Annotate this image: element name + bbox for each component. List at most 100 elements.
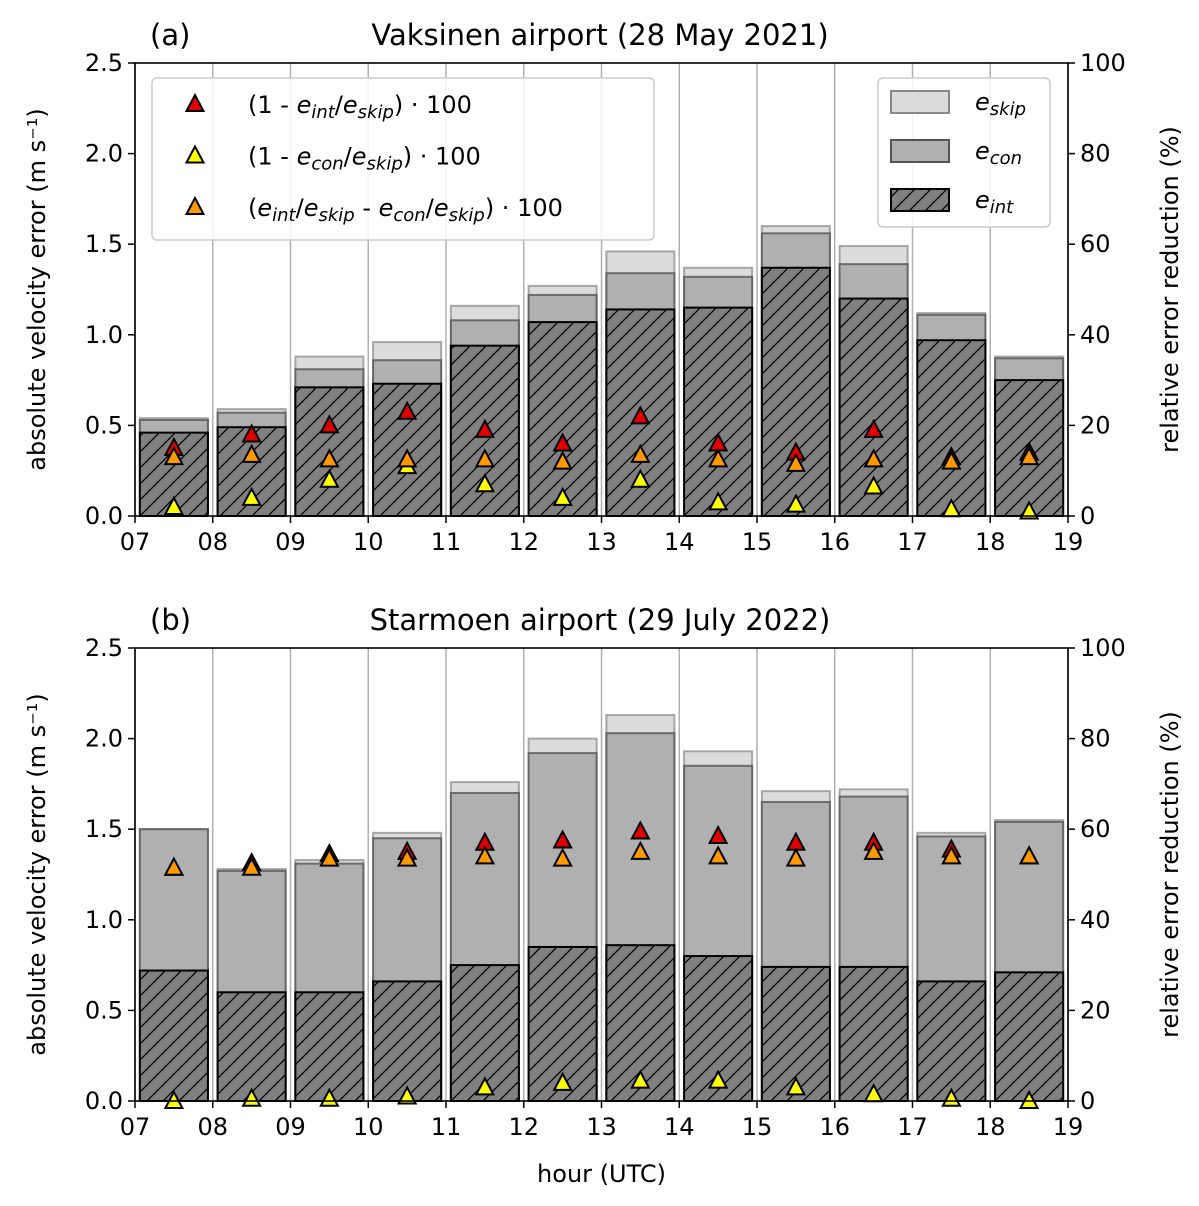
x-tick-label: 15 bbox=[742, 1113, 773, 1141]
y-tick-label: 1.5 bbox=[85, 230, 123, 258]
bar-e-int bbox=[760, 266, 831, 518]
x-tick-label: 10 bbox=[353, 528, 384, 556]
marker-orange bbox=[163, 856, 185, 876]
bar-e-int bbox=[527, 321, 598, 517]
marker-orange bbox=[319, 448, 340, 468]
marker-yellow bbox=[863, 475, 884, 495]
x-tick-label: 13 bbox=[586, 528, 617, 556]
y-tick-label: 2.0 bbox=[85, 140, 123, 168]
marker-orange bbox=[1018, 445, 1040, 466]
y-right-tick-label: 0 bbox=[1080, 502, 1095, 530]
y-right-tick-label: 100 bbox=[1080, 49, 1126, 77]
marker-red bbox=[474, 418, 496, 438]
x-tick-label: 16 bbox=[819, 528, 850, 556]
bar-e-int bbox=[294, 991, 365, 1103]
y-right-tick-label: 20 bbox=[1080, 411, 1111, 439]
marker-red bbox=[241, 423, 262, 443]
legend-label-yellow: (1 - econ/eskip) · 100 bbox=[248, 143, 481, 175]
bar-e-int bbox=[216, 991, 287, 1103]
marker-yellow bbox=[1018, 1089, 1040, 1109]
legend-label-e-skip: eskip bbox=[975, 88, 1026, 120]
x-tick-label: 07 bbox=[120, 1113, 151, 1141]
y-right-tick-label: 20 bbox=[1080, 996, 1111, 1024]
marker-yellow bbox=[163, 1089, 185, 1109]
marker-orange bbox=[241, 443, 262, 463]
marker-orange bbox=[707, 448, 729, 468]
y-axis-label: absolute velocity error (m s⁻¹) bbox=[23, 693, 51, 1056]
panel-title: Vaksinen airport (28 May 2021) bbox=[371, 18, 828, 52]
marker-orange bbox=[941, 450, 962, 470]
y-tick-label: 2.0 bbox=[85, 725, 123, 753]
x-axis-label: hour (UTC) bbox=[537, 1160, 666, 1188]
x-tick-label: 12 bbox=[508, 528, 539, 556]
marker-red bbox=[630, 405, 651, 425]
marker-orange bbox=[863, 840, 884, 860]
panel-a bbox=[128, 62, 1075, 523]
legend-label-e-con: econ bbox=[975, 137, 1022, 169]
y-right-tick-label: 80 bbox=[1080, 725, 1111, 753]
marker-orange bbox=[941, 845, 962, 865]
y-tick-label: 1.5 bbox=[85, 815, 123, 843]
y-tick-label: 0.5 bbox=[85, 411, 123, 439]
x-tick-label: 07 bbox=[120, 528, 151, 556]
x-tick-label: 19 bbox=[1053, 1113, 1084, 1141]
bar-e-int bbox=[683, 306, 754, 517]
y-axis-label: absolute velocity error (m s⁻¹) bbox=[23, 108, 51, 471]
x-tick-label: 13 bbox=[586, 1113, 617, 1141]
marker-orange bbox=[552, 847, 573, 867]
x-tick-label: 08 bbox=[197, 528, 228, 556]
marker-orange bbox=[163, 445, 185, 466]
x-tick-label: 10 bbox=[353, 1113, 384, 1141]
y-right-tick-label: 100 bbox=[1080, 634, 1126, 662]
legend-marker-yellow bbox=[184, 144, 206, 164]
panel-b bbox=[128, 647, 1075, 1109]
y-right-axis-label: relative error reduction (%) bbox=[1156, 126, 1184, 453]
marker-orange bbox=[241, 856, 262, 876]
y-right-tick-label: 40 bbox=[1080, 321, 1111, 349]
y-tick-label: 0.0 bbox=[85, 1087, 123, 1115]
bar-e-int bbox=[138, 969, 209, 1103]
marker-red bbox=[319, 414, 340, 434]
legend-label-red: (1 - eint/eskip) · 100 bbox=[248, 91, 472, 123]
x-tick-label: 17 bbox=[897, 1113, 928, 1141]
marker-yellow bbox=[319, 468, 340, 488]
marker-red bbox=[863, 418, 884, 438]
marker-orange bbox=[319, 847, 340, 867]
marker-yellow bbox=[552, 486, 573, 506]
bar-e-int bbox=[372, 980, 443, 1103]
x-tick-label: 14 bbox=[664, 528, 695, 556]
marker-yellow bbox=[474, 1076, 496, 1096]
marker-orange bbox=[785, 847, 807, 867]
x-tick-label: 14 bbox=[664, 1113, 695, 1141]
bar-e-int bbox=[994, 971, 1065, 1103]
marker-yellow bbox=[163, 495, 185, 515]
panel-title: Starmoen airport (29 July 2022) bbox=[370, 603, 831, 637]
y-right-axis-label: relative error reduction (%) bbox=[1156, 711, 1184, 1038]
marker-orange bbox=[863, 448, 884, 468]
x-tick-label: 19 bbox=[1053, 528, 1084, 556]
panel-label: (b) bbox=[150, 603, 191, 637]
marker-orange bbox=[552, 450, 573, 470]
marker-yellow bbox=[241, 486, 262, 506]
marker-yellow bbox=[1018, 500, 1040, 520]
marker-red bbox=[707, 824, 729, 844]
legend-patch-e-int bbox=[890, 188, 950, 212]
y-right-tick-label: 80 bbox=[1080, 140, 1111, 168]
x-tick-label: 18 bbox=[975, 528, 1006, 556]
y-right-tick-label: 60 bbox=[1080, 230, 1111, 258]
x-tick-label: 11 bbox=[431, 528, 462, 556]
legend-marker-orange bbox=[184, 195, 206, 215]
marker-orange bbox=[630, 443, 651, 463]
marker-yellow bbox=[707, 1069, 729, 1089]
marker-yellow bbox=[396, 1085, 418, 1105]
y-tick-label: 1.0 bbox=[85, 321, 123, 349]
marker-yellow bbox=[552, 1071, 573, 1091]
marker-yellow bbox=[785, 1076, 807, 1096]
y-right-tick-label: 60 bbox=[1080, 815, 1111, 843]
x-tick-label: 11 bbox=[431, 1113, 462, 1141]
x-tick-label: 15 bbox=[742, 528, 773, 556]
marker-yellow bbox=[630, 1069, 651, 1089]
marker-yellow bbox=[474, 473, 496, 493]
y-right-tick-label: 0 bbox=[1080, 1087, 1095, 1115]
y-tick-label: 1.0 bbox=[85, 906, 123, 934]
